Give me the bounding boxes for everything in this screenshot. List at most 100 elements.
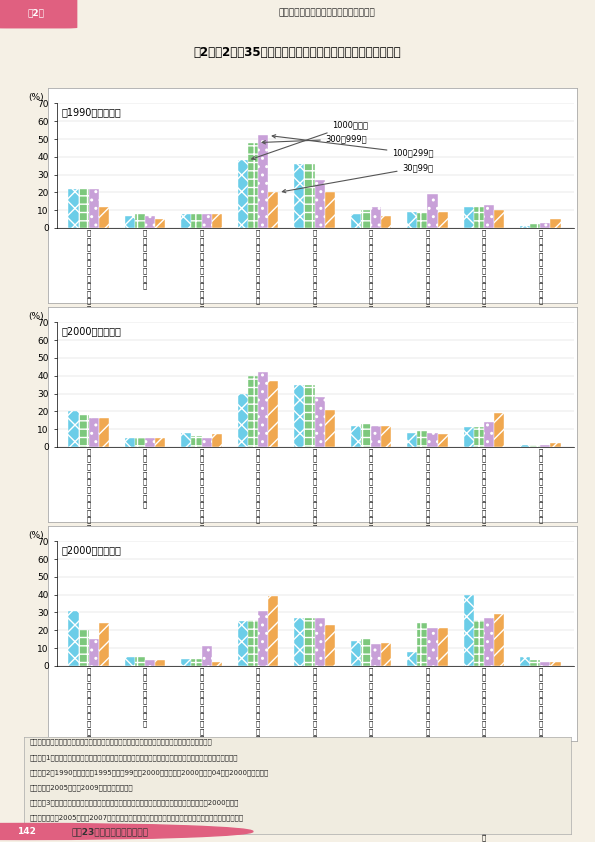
Bar xyxy=(381,425,392,447)
Bar xyxy=(155,219,165,228)
Bar xyxy=(212,214,222,228)
Bar xyxy=(238,621,248,666)
Text: 資料出所　厚生労働省「労働経済動向調査」をもとに厚生労働省労働政策担当参事官室にて作成: 資料出所 厚生労働省「労働経済動向調査」をもとに厚生労働省労働政策担当参事官室に… xyxy=(30,738,212,745)
Bar xyxy=(238,393,248,447)
Bar xyxy=(68,411,79,447)
Text: (%): (%) xyxy=(28,531,43,540)
Bar xyxy=(125,657,135,666)
Text: （注）　1）数値は、次年度の新規学卒採用を増加させると回答した事業所に占める割合であり、複数回答。: （注） 1）数値は、次年度の新規学卒採用を増加させると回答した事業所に占める割合… xyxy=(30,754,238,761)
Bar xyxy=(407,212,417,228)
Bar xyxy=(350,425,361,447)
Text: (%): (%) xyxy=(28,93,43,102)
Bar xyxy=(381,216,392,228)
Bar xyxy=(484,618,494,666)
Text: 2005年から2009年までの平均値。: 2005年から2009年までの平均値。 xyxy=(30,784,133,791)
Text: （1990年代後半）: （1990年代後半） xyxy=(62,107,121,117)
Bar xyxy=(361,424,371,447)
Bar xyxy=(427,433,437,447)
Text: 2）1990年代後半は1995年から99年、2000年代前半は2000年から04年、2000年代後半は: 2）1990年代後半は1995年から99年、2000年代前半は2000年から04… xyxy=(30,770,269,775)
Text: 30～99人: 30～99人 xyxy=(283,163,434,193)
Bar xyxy=(417,212,427,228)
Text: 3）調査項目の変更により、「労働時間短縮への対応」及び「新規事業への進出」の2000年代後: 3）調査項目の変更により、「労働時間短縮への対応」及び「新規事業への進出」の20… xyxy=(30,799,239,806)
Text: 100～299人: 100～299人 xyxy=(272,135,434,157)
Bar xyxy=(361,639,371,666)
Bar xyxy=(315,397,325,447)
Bar xyxy=(407,652,417,666)
Bar xyxy=(361,210,371,228)
Bar xyxy=(89,189,99,228)
Bar xyxy=(145,660,155,666)
Bar xyxy=(550,219,560,228)
Bar xyxy=(155,660,165,666)
Bar xyxy=(192,214,202,228)
Bar xyxy=(79,189,89,228)
Bar xyxy=(540,222,550,228)
Text: 雇用社会の推移と世代ごとにみた働き方: 雇用社会の推移と世代ごとにみた働き方 xyxy=(279,8,375,17)
Text: 142: 142 xyxy=(17,827,36,836)
Text: 半は2005年から2007年まで、「長期的に育成することが必要な基幹的業務を担う者の確保」: 半は2005年から2007年まで、「長期的に育成することが必要な基幹的業務を担う… xyxy=(30,814,244,821)
Bar xyxy=(350,214,361,228)
Bar xyxy=(135,214,145,228)
Bar xyxy=(540,445,550,447)
Bar xyxy=(192,658,202,666)
Bar xyxy=(464,428,474,447)
Bar xyxy=(550,663,560,666)
Text: 1000人以上: 1000人以上 xyxy=(252,120,368,159)
Bar xyxy=(294,618,304,666)
Bar xyxy=(212,663,222,666)
Bar xyxy=(79,415,89,447)
Bar xyxy=(268,596,278,666)
Bar xyxy=(530,445,540,447)
Bar xyxy=(294,385,304,447)
Bar xyxy=(79,630,89,666)
Bar xyxy=(181,658,192,666)
Bar xyxy=(437,434,447,447)
Bar xyxy=(145,438,155,447)
Bar xyxy=(99,418,109,447)
Bar xyxy=(474,206,484,228)
Bar xyxy=(68,189,79,228)
Bar xyxy=(181,433,192,447)
Bar xyxy=(484,422,494,447)
Bar xyxy=(125,438,135,447)
Bar xyxy=(494,614,504,666)
Bar xyxy=(202,214,212,228)
Bar xyxy=(325,625,335,666)
Bar xyxy=(238,160,248,228)
Bar xyxy=(540,663,550,666)
Bar xyxy=(304,164,315,228)
Bar xyxy=(437,628,447,666)
Bar xyxy=(304,618,315,666)
Bar xyxy=(371,425,381,447)
Text: （2000年代後半）: （2000年代後半） xyxy=(62,545,121,555)
FancyBboxPatch shape xyxy=(0,0,77,29)
Bar xyxy=(474,620,484,666)
Bar xyxy=(145,216,155,228)
Bar xyxy=(258,136,268,228)
Bar xyxy=(304,385,315,447)
Text: 第2章: 第2章 xyxy=(27,8,44,17)
Bar xyxy=(417,623,427,666)
Bar xyxy=(427,195,437,228)
Text: （2000年代前半）: （2000年代前半） xyxy=(62,326,121,336)
Bar xyxy=(325,409,335,447)
Bar xyxy=(155,438,165,447)
Bar xyxy=(371,644,381,666)
Bar xyxy=(350,641,361,666)
Circle shape xyxy=(0,823,253,839)
Bar xyxy=(325,192,335,228)
Text: 300～999人: 300～999人 xyxy=(262,135,368,144)
Bar xyxy=(248,620,258,666)
Bar xyxy=(268,192,278,228)
Bar xyxy=(294,164,304,228)
Bar xyxy=(381,642,392,666)
Bar xyxy=(99,623,109,666)
Bar xyxy=(135,438,145,447)
Bar xyxy=(494,413,504,447)
Bar xyxy=(212,434,222,447)
Bar xyxy=(248,376,258,447)
Bar xyxy=(202,438,212,447)
Text: の2000年代後半は2008年から2009年までの平均値となっている。: の2000年代後半は2008年から2009年までの平均値となっている。 xyxy=(30,829,202,836)
Bar xyxy=(268,381,278,447)
Bar xyxy=(371,206,381,228)
